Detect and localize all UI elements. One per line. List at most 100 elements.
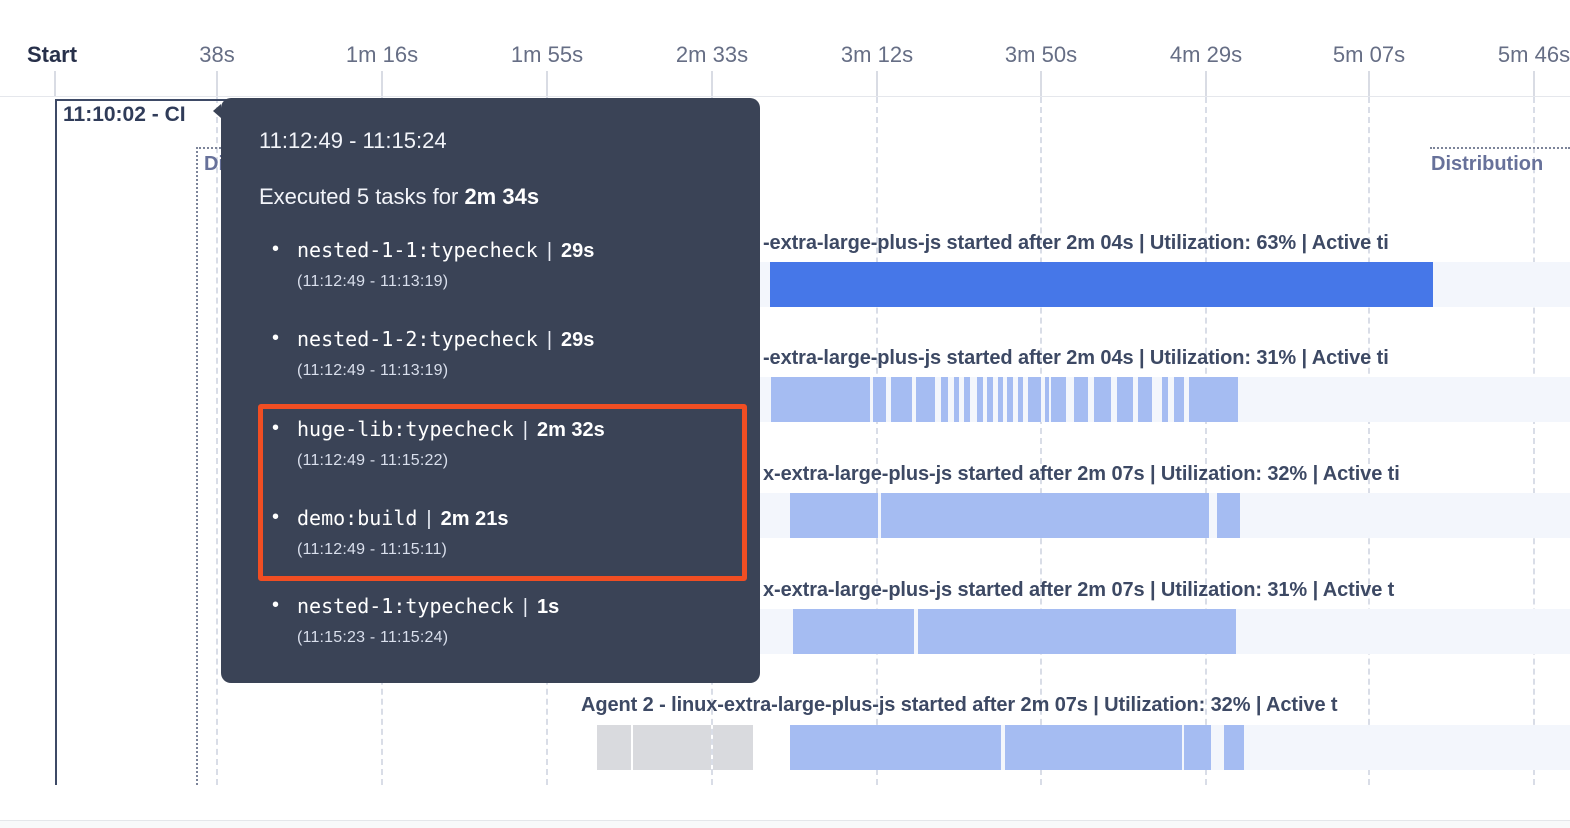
task-list: • nested-1-1:typecheck | 29s (11:12:49 - 11…: [221, 98, 760, 683]
distribution-section-label: Distribution: [1431, 153, 1544, 175]
axis-tick-mark: [216, 71, 218, 97]
axis-divider: [0, 96, 1570, 97]
task-duration: 2m 32s: [536, 419, 605, 441]
axis-tick-mark: [876, 71, 878, 97]
task-bar-segment[interactable]: [1162, 377, 1168, 422]
agent-row-track: [760, 609, 1570, 654]
agent-row-label: x-extra-large-plus-js started after 2m 0…: [763, 579, 1395, 601]
gridline: [1533, 97, 1535, 785]
tooltip-caret-icon: [213, 104, 221, 118]
task-bar-segment[interactable]: [770, 262, 1433, 307]
axis-tick-label: 38s: [199, 42, 235, 67]
task-bar-segment[interactable]: [998, 377, 1003, 422]
task-bar-segment[interactable]: [1174, 377, 1184, 422]
task-bar-segment[interactable]: [1217, 493, 1240, 538]
axis-tick-mark: [54, 71, 56, 97]
task-duration: 29s: [561, 329, 595, 351]
task-bar-segment[interactable]: [1074, 377, 1088, 422]
task-bar-segment[interactable]: [1189, 377, 1238, 422]
task-bar-segment[interactable]: [790, 725, 1001, 770]
axis-tick-mark: [381, 71, 383, 97]
task-bar-segment[interactable]: [881, 493, 1209, 538]
task-time-range: (11:12:49 - 11:15:22): [297, 452, 449, 469]
task-duration: 2m 21s: [440, 508, 509, 530]
agent-row-label: -extra-large-plus-js started after 2m 04…: [763, 347, 1389, 369]
task-bar-segment[interactable]: [954, 377, 959, 422]
axis-tick-mark: [711, 71, 713, 97]
bullet-icon: •: [272, 327, 280, 349]
page-bottom-strip: [0, 821, 1570, 828]
agent-row-label: -extra-large-plus-js started after 2m 04…: [763, 232, 1389, 254]
task-bar-segment[interactable]: [1051, 377, 1066, 422]
task-bar-segment[interactable]: [987, 377, 993, 422]
axis-tick-label: Start: [26, 42, 78, 67]
tooltip-summary-text: Executed 5 tasks for: [259, 184, 465, 209]
agent-row-track: [790, 725, 1570, 770]
task-item: • nested-1:typecheck | 1s (11:15:23 - 11:15…: [272, 594, 742, 647]
task-duration: 1s: [536, 596, 560, 618]
task-bar-segment[interactable]: [1117, 377, 1133, 422]
task-bar-segment[interactable]: [916, 377, 935, 422]
task-bar-segment[interactable]: [918, 609, 1236, 654]
axis-tick-label: 1m 16s: [345, 42, 419, 67]
task-bar-segment[interactable]: [633, 725, 711, 770]
task-bar-segment[interactable]: [1138, 377, 1152, 422]
task-item: • nested-1-1:typecheck | 29s (11:12:49 - 11…: [272, 238, 742, 291]
task-bar-segment[interactable]: [793, 609, 914, 654]
task-bar-segment[interactable]: [1005, 725, 1182, 770]
gridline: [1205, 97, 1207, 785]
task-tooltip: 11:12:49 - 11:15:24 Executed 5 tasks for…: [213, 98, 760, 683]
task-bar-segment[interactable]: [977, 377, 983, 422]
separator: |: [546, 329, 553, 351]
agent-row-label: Agent 2 - linux-extra-large-plus-js star…: [581, 694, 1338, 716]
task-bar-segment[interactable]: [891, 377, 912, 422]
gridline: [216, 97, 218, 785]
gridline: [1040, 97, 1042, 785]
task-time-range: (11:15:23 - 11:15:24): [297, 629, 449, 646]
page-bottom-divider: [0, 820, 1570, 821]
axis-tick-label: 5m 46s: [1497, 42, 1570, 67]
agent-row-track: [760, 377, 1570, 422]
separator: |: [546, 240, 553, 262]
distribution-section-right: Distribution: [1430, 147, 1570, 785]
task-bar-segment[interactable]: [1094, 377, 1111, 422]
tooltip-time-range: 11:12:49 - 11:15:24: [259, 128, 447, 153]
bullet-icon: •: [272, 238, 280, 260]
task-name: nested-1-1:typecheck: [297, 238, 538, 262]
separator: |: [522, 419, 528, 441]
axis-tick-label: 2m 33s: [675, 42, 749, 67]
task-bar-segment[interactable]: [1224, 725, 1244, 770]
task-bar-segment[interactable]: [790, 493, 878, 538]
axis-tick-label: 5m 07s: [1332, 42, 1406, 67]
task-bar-segment[interactable]: [941, 377, 948, 422]
task-time-range: (11:12:49 - 11:13:19): [297, 273, 449, 290]
task-bar-segment[interactable]: [873, 377, 886, 422]
tooltip-summary: Executed 5 tasks for 2m 34s: [259, 184, 539, 210]
task-bar-segment[interactable]: [771, 377, 870, 422]
task-bar-segment[interactable]: [1007, 377, 1013, 422]
task-bar-segment[interactable]: [713, 725, 753, 770]
task-bar-segment[interactable]: [1028, 377, 1041, 422]
task-bar-segment[interactable]: [597, 725, 631, 770]
bullet-icon: •: [272, 417, 280, 439]
axis-tick-mark: [546, 71, 548, 97]
tooltip-summary-duration: 2m 34s: [464, 184, 540, 209]
task-bar-segment[interactable]: [1045, 377, 1049, 422]
axis-tick-mark: [1533, 71, 1535, 97]
gridline: [876, 97, 878, 785]
build-window-border-left: [55, 99, 57, 785]
axis-tick-mark: [1040, 71, 1042, 97]
axis-tick-label: 4m 29s: [1169, 42, 1243, 67]
separator: |: [522, 596, 528, 618]
task-bar-segment[interactable]: [1184, 725, 1211, 770]
task-bar-segment[interactable]: [1018, 377, 1023, 422]
task-item-highlighted: • demo:build | 2m 21s (11:12:49 - 11:15:11): [272, 506, 742, 559]
task-name: nested-1-2:typecheck: [297, 327, 538, 351]
axis-tick-label: 3m 50s: [1004, 42, 1078, 67]
task-name: nested-1:typecheck: [297, 594, 514, 618]
gridline: [1368, 97, 1370, 785]
task-name: huge-lib:typecheck: [297, 417, 514, 441]
build-window-title: 11:10:02 - CI: [63, 103, 186, 126]
task-bar-segment[interactable]: [964, 377, 970, 422]
